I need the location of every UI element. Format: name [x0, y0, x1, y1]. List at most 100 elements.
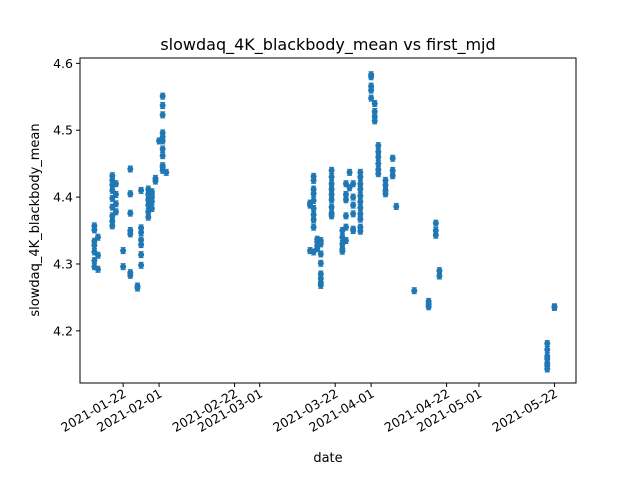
data-point — [432, 219, 439, 227]
data-point — [127, 165, 134, 173]
data-point — [134, 284, 141, 292]
data-point — [91, 241, 98, 249]
y-tick-label: 4.3 — [53, 256, 73, 271]
data-point — [350, 227, 357, 235]
data-point — [317, 281, 324, 289]
data-point-marker — [411, 287, 418, 294]
data-point-marker — [350, 227, 357, 234]
data-point-marker — [159, 145, 166, 152]
data-point — [389, 172, 396, 180]
data-point — [375, 153, 382, 161]
data-point-marker — [339, 248, 346, 255]
data-point-marker — [112, 208, 119, 215]
data-point-marker — [389, 172, 396, 179]
data-point-marker — [375, 153, 382, 160]
data-point — [159, 152, 166, 160]
data-point — [328, 203, 335, 211]
data-point — [328, 196, 335, 204]
data-point-marker — [109, 222, 116, 229]
data-point-marker — [159, 152, 166, 159]
data-point — [159, 92, 166, 100]
data-point-marker — [138, 241, 145, 248]
data-point-marker — [310, 190, 317, 197]
data-point — [94, 233, 101, 241]
data-point — [310, 196, 317, 204]
data-point-marker — [375, 170, 382, 177]
data-point-marker — [310, 216, 317, 223]
data-point-marker — [328, 174, 335, 181]
data-point — [436, 272, 443, 280]
data-point-marker — [317, 282, 324, 289]
data-point — [310, 216, 317, 224]
data-point-marker — [138, 229, 145, 236]
y-tick-label: 4.6 — [53, 56, 73, 71]
data-point — [159, 111, 166, 119]
data-point-marker — [148, 191, 155, 198]
data-point-marker — [310, 211, 317, 218]
data-point-marker — [138, 262, 145, 269]
data-point — [159, 145, 166, 153]
data-point — [432, 231, 439, 239]
data-point-marker — [357, 204, 364, 211]
data-point — [411, 287, 418, 295]
data-point-marker — [127, 272, 134, 279]
data-point-marker — [436, 267, 443, 274]
data-point — [544, 365, 551, 373]
data-point-marker — [375, 142, 382, 149]
data-point-marker — [310, 205, 317, 212]
data-point-marker — [112, 180, 119, 187]
data-point-marker — [328, 167, 335, 174]
data-point — [138, 186, 145, 194]
data-point-marker — [127, 166, 134, 173]
data-point — [156, 137, 163, 145]
data-point — [357, 204, 364, 212]
data-point-marker — [159, 93, 166, 100]
data-point-marker — [91, 226, 98, 233]
data-point-marker — [368, 87, 375, 94]
data-point-marker — [94, 234, 101, 241]
data-point — [425, 303, 432, 311]
data-point-marker — [357, 198, 364, 205]
data-point-marker — [350, 180, 357, 187]
data-point-marker — [159, 111, 166, 118]
data-point — [127, 209, 134, 217]
data-point — [368, 73, 375, 81]
data-point — [127, 230, 134, 238]
data-point — [328, 173, 335, 181]
data-point-marker — [382, 182, 389, 189]
data-point-marker — [127, 230, 134, 237]
data-point — [350, 180, 357, 188]
data-point-marker — [94, 266, 101, 273]
data-point-marker — [159, 102, 166, 109]
data-point-marker — [368, 73, 375, 80]
data-point — [112, 180, 119, 188]
data-point-marker — [432, 220, 439, 227]
data-point — [138, 251, 145, 259]
data-point — [310, 176, 317, 184]
data-point — [317, 259, 324, 267]
data-point-marker — [152, 178, 159, 185]
data-point-marker — [310, 177, 317, 184]
data-point — [317, 250, 324, 258]
data-point — [393, 202, 400, 210]
data-points-group — [91, 71, 558, 373]
x-tick-label: 2021-05-22 — [490, 386, 560, 435]
data-point-marker — [112, 200, 119, 207]
data-point — [339, 233, 346, 241]
data-point — [310, 190, 317, 198]
y-tick-label: 4.4 — [53, 190, 73, 205]
data-point — [357, 198, 364, 206]
data-point-marker — [310, 197, 317, 204]
data-point-marker — [328, 180, 335, 187]
data-point-marker — [357, 180, 364, 187]
data-point — [112, 190, 119, 198]
data-point — [127, 190, 134, 198]
data-point — [310, 223, 317, 231]
data-point — [94, 251, 101, 259]
data-point — [159, 101, 166, 109]
data-point-marker — [328, 196, 335, 203]
data-point-marker — [138, 187, 145, 194]
data-point — [357, 192, 364, 200]
data-point-marker — [551, 304, 558, 311]
